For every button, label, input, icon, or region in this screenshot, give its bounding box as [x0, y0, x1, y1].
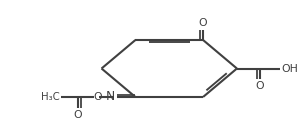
Text: H₃C: H₃C: [41, 92, 60, 102]
Text: OH: OH: [281, 64, 298, 73]
Text: O: O: [256, 81, 264, 91]
Text: N: N: [105, 90, 115, 103]
Text: O: O: [94, 92, 103, 102]
Text: O: O: [73, 110, 82, 120]
Text: O: O: [199, 18, 207, 28]
